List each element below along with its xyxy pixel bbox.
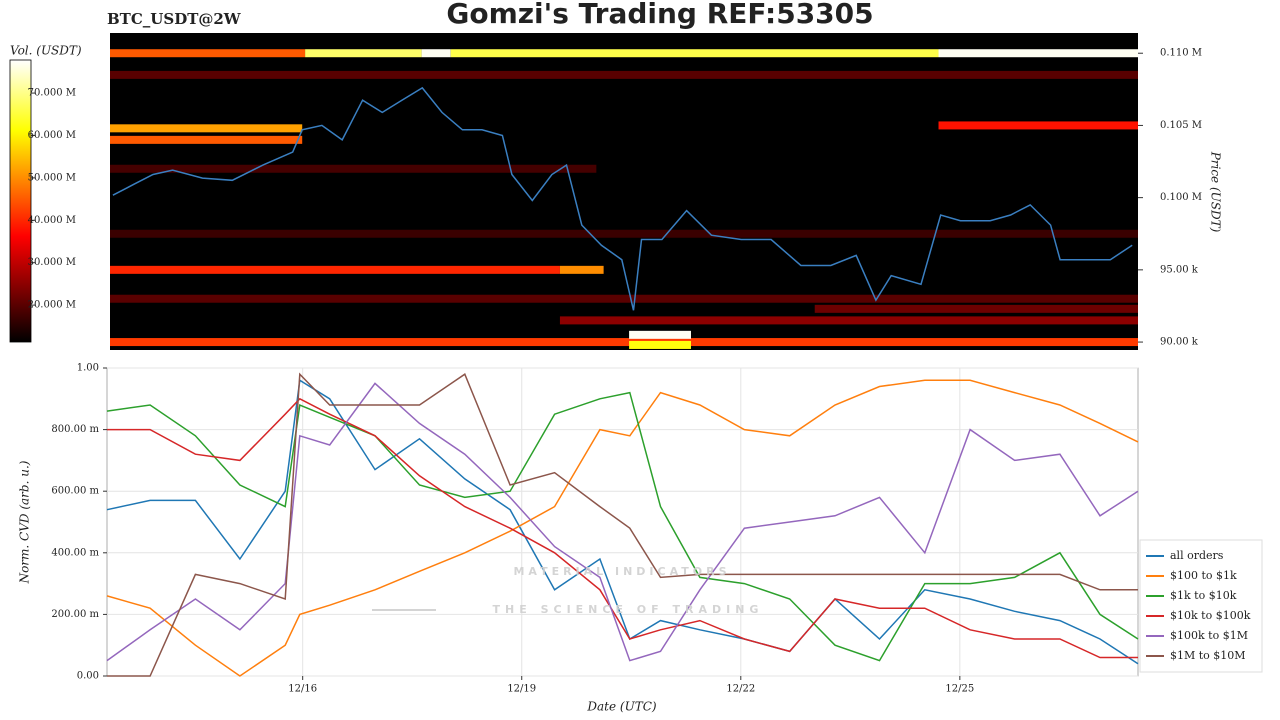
heatmap-chart: 90.00 k 95.00 k 0.100 M 0.105 M 0.110 M Price… [9,33,1223,350]
colorbar-tick-label: 50.000 M [28,172,76,183]
legend-box [1139,539,1263,673]
heat-cell [110,164,597,173]
y-tick-label: 800.00 m [51,424,99,435]
heat-cell [110,49,306,58]
legend-label: $100 to $1k [1170,569,1237,582]
price-line [112,86,1133,311]
cvd-line [106,391,1139,662]
colorbar-tick-label: 20.000 M [28,300,76,311]
colorbar-tick-label: 30.000 M [28,257,76,268]
x-tick-label: 12/19 [507,684,536,695]
cvd-chart: 0.00 200.00 m 400.00 m 600.00 m 800.00 m 1.00… [18,363,1263,714]
heat-cell [814,304,1138,313]
heat-cell [110,70,1138,79]
x-tick-label: 12/16 [288,684,317,695]
y-tick-label: 0.100 M [1160,192,1202,203]
heat-cell [450,49,939,58]
y-tick-label: 0.105 M [1160,120,1202,131]
heat-cell [421,49,451,58]
watermark-name: MATERIAL INDICATORS [513,565,730,578]
heat-cell [629,330,691,339]
y-tick-label: 400.00 m [51,547,99,558]
colorbar-label: Vol. (USDT) [10,44,82,58]
legend-label: all orders [1170,549,1224,562]
colorbar-tick-label: 70.000 M [28,88,76,99]
heat-cell [559,316,1138,325]
heat-cell [938,121,1138,130]
heat-cell [559,265,604,274]
heat-cell [938,49,1138,58]
title: Gomzi's Trading REF:53305 [446,0,873,30]
plot-frame [106,367,1139,677]
y-axis-label: Norm. CVD (arb. u.) [18,460,32,584]
legend-label: $1M to $10M [1170,649,1246,662]
watermark-tagline: THE SCIENCE OF TRADING [493,603,764,616]
x-tick-label: 12/25 [945,684,974,695]
heat-cell [110,338,1138,347]
x-tick-label: 12/22 [726,684,755,695]
y-tick-label: 0.00 [77,671,99,682]
cvd-line [107,372,1138,677]
colorbar [9,59,32,343]
y-tick-label: 90.00 k [1160,337,1199,348]
heat-cell [110,124,303,133]
heat-cell [110,135,303,144]
heat-cell [629,340,691,349]
cvd-line [107,397,1138,659]
heat-cell [110,229,1138,238]
cvd-line [106,379,1139,677]
x-axis-label: Date (UTC) [586,700,656,714]
heat-cell [110,265,560,274]
legend-label: $10k to $100k [1170,609,1251,622]
heat-cell [110,294,1138,303]
y-axis-label: Price (USDT) [1209,151,1223,233]
watermark: MATERIAL INDICATORS THE SCIENCE OF TRADI… [372,565,764,616]
y-tick-label: 95.00 k [1160,264,1199,275]
y-tick-label: 600.00 m [51,486,99,497]
y-tick-label: 0.110 M [1160,48,1202,59]
subtitle: BTC_USDT@2W [107,10,242,28]
cvd-line [106,379,1139,665]
y-tick-label: 1.00 [77,363,99,374]
y-tick-label: 200.00 m [51,609,99,620]
heat-cell [305,49,422,58]
legend-label: $1k to $10k [1170,589,1237,602]
legend-label: $100k to $1M [1170,629,1248,642]
colorbar-tick-label: 40.000 M [28,215,76,226]
colorbar-tick-label: 60.000 M [28,130,76,141]
